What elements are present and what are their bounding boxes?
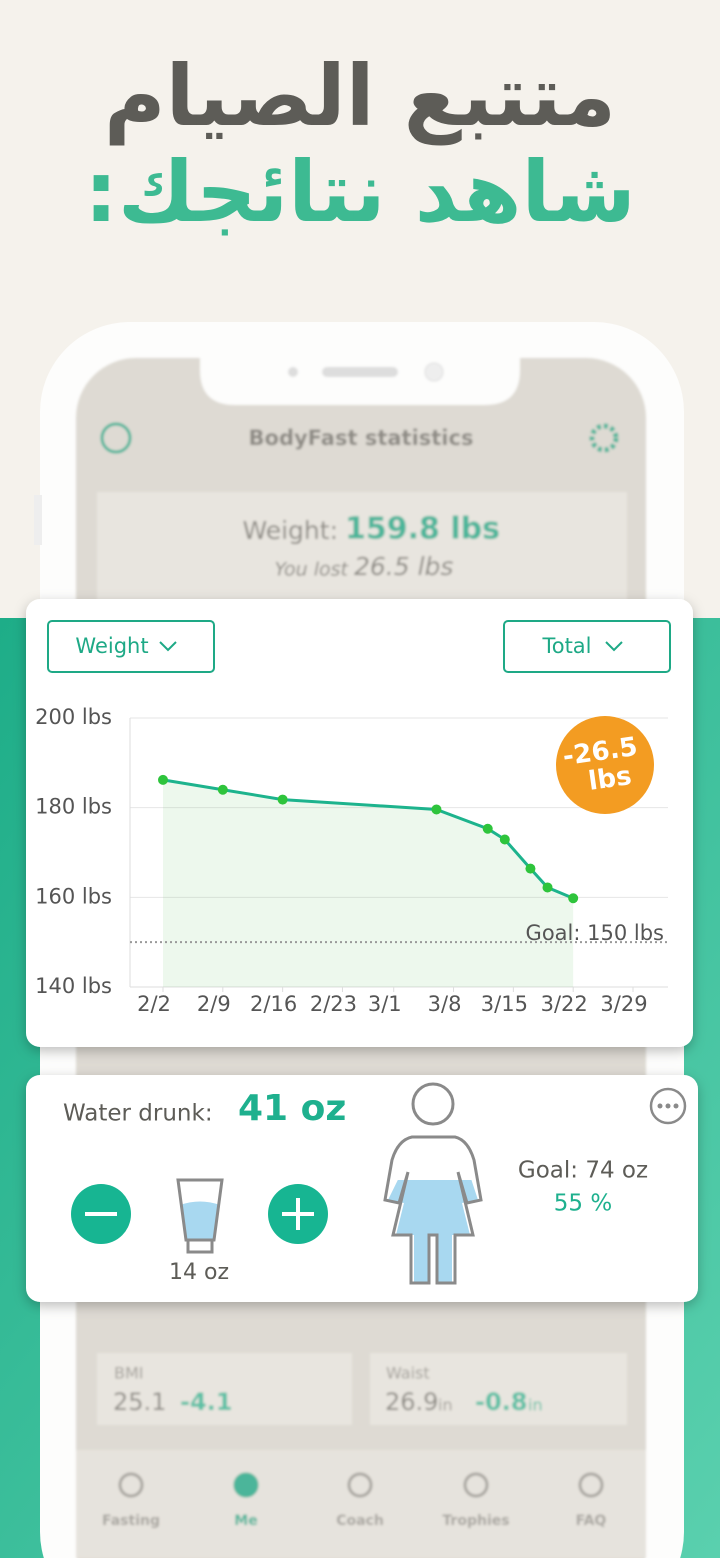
headline: متتبع الصيام <box>104 47 616 146</box>
point <box>568 893 579 904</box>
nav-bar <box>76 1450 646 1558</box>
figure-head <box>411 1082 455 1126</box>
water-goal: Goal: 74 oz <box>518 1158 648 1184</box>
weight-value: 159.8 lbs <box>345 512 500 547</box>
nav-icon <box>118 1472 144 1498</box>
weight-panel <box>97 492 627 612</box>
y-tick-label: 160 lbs <box>35 884 112 908</box>
glass-base <box>186 1238 214 1254</box>
subheadline: شاهد نتائجك: <box>84 143 635 241</box>
more-button[interactable] <box>649 1087 687 1125</box>
notch <box>200 358 520 405</box>
nav-icon <box>463 1472 489 1498</box>
y-tick-label: 200 lbs <box>35 705 112 729</box>
point <box>482 823 493 834</box>
chevron <box>605 641 623 652</box>
nav-label: Me <box>234 1513 257 1529</box>
goal-label: Goal: 150 lbs <box>526 921 664 945</box>
point <box>542 882 553 893</box>
waist-unit: in <box>438 1396 453 1415</box>
x-tick-label: 3/15 <box>481 992 528 1016</box>
x-tick-label: 3/8 <box>428 992 462 1016</box>
waist-value: 26.9 <box>385 1388 438 1416</box>
annotation-text: lbs <box>587 761 634 797</box>
screen-title: BodyFast statistics <box>249 426 474 450</box>
nav-label: Trophies <box>442 1513 509 1529</box>
sensor <box>288 367 298 377</box>
x-tick-label: 3/29 <box>600 992 647 1016</box>
point <box>525 863 536 874</box>
glass <box>176 1178 224 1242</box>
dropdown[interactable] <box>503 620 671 673</box>
x-tick-label: 2/2 <box>137 992 171 1016</box>
more-dots <box>657 1103 679 1109</box>
x-tick-label: 2/16 <box>250 992 297 1016</box>
point <box>217 784 228 795</box>
x-tick-label: 2/23 <box>310 992 357 1016</box>
water-value: 41 oz <box>238 1088 346 1129</box>
settings-icon <box>589 423 619 453</box>
x-tick-label: 2/9 <box>197 992 231 1016</box>
nav: Fasting Me Coach Trophies FAQ <box>102 1472 607 1529</box>
bmi-label: BMI <box>114 1364 144 1383</box>
plus-icon <box>282 1198 314 1230</box>
waist-panel <box>370 1353 627 1425</box>
glass-label: 14 oz <box>169 1260 229 1285</box>
bmi-value: 25.1 <box>113 1388 166 1416</box>
waist-change-unit: in <box>528 1396 543 1415</box>
y-tick-label: 140 lbs <box>35 974 112 998</box>
card <box>26 599 693 1047</box>
point <box>499 834 510 845</box>
figure <box>383 1135 483 1285</box>
bmi-change: -4.1 <box>180 1388 232 1416</box>
water-label: Water drunk: <box>63 1101 213 1127</box>
area <box>163 779 574 987</box>
chart: 140 lbs 160 lbs 180 lbs 200 lbs 2/2 2/9 2/16 2/… <box>35 705 668 1016</box>
chart-card <box>26 599 693 1047</box>
chevron <box>159 641 177 652</box>
waist-label: Waist <box>386 1364 430 1383</box>
weight-label: Weight: <box>242 516 338 545</box>
annotation-badge <box>556 716 654 814</box>
point <box>431 804 442 815</box>
x-tick-label: 3/22 <box>541 992 588 1016</box>
x-tick-label: 3/1 <box>368 992 402 1016</box>
nav-icon <box>347 1472 373 1498</box>
nav-label: Fasting <box>102 1513 160 1529</box>
nav-icon <box>233 1472 259 1498</box>
point <box>277 794 288 805</box>
dropdown-label: Total <box>541 634 591 658</box>
dropdown[interactable] <box>47 620 215 673</box>
nav-label: FAQ <box>576 1513 607 1529</box>
phone-button <box>34 495 42 545</box>
y-tick-label: 180 lbs <box>35 795 112 819</box>
camera <box>424 362 444 382</box>
nav-icon <box>578 1472 604 1498</box>
lost-value: 26.5 lbs <box>354 552 453 581</box>
water-percent: 55 % <box>554 1191 612 1217</box>
minus-icon <box>85 1212 117 1216</box>
waist-change: -0.8 <box>475 1388 527 1416</box>
bmi-panel <box>97 1353 352 1425</box>
point <box>158 774 168 785</box>
dropdown-label: Weight <box>75 634 148 658</box>
speaker <box>322 367 398 377</box>
glass-water <box>180 1201 220 1240</box>
help-icon <box>100 422 132 454</box>
nav-label: Coach <box>336 1513 384 1529</box>
lost-label: You lost <box>275 559 350 581</box>
